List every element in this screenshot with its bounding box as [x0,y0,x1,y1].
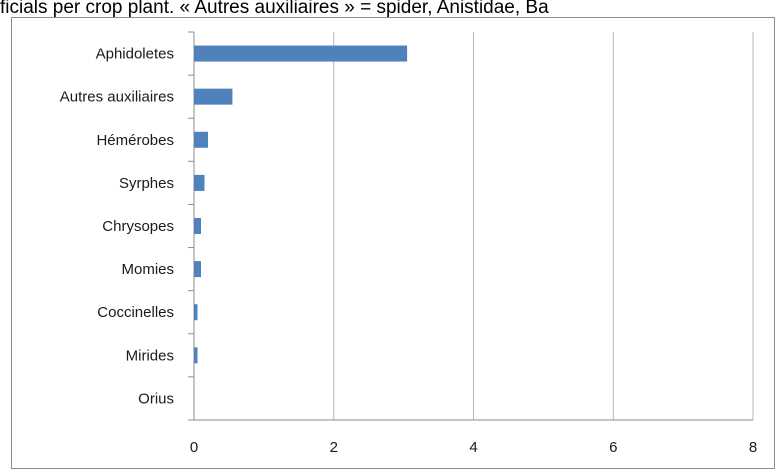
figure-caption: ficials per crop plant. « Autres auxilia… [0,0,549,18]
bar-3 [194,174,205,191]
category-label-0: Aphidoletes [96,46,174,63]
category-label-2: Hémérobes [96,132,174,149]
category-label-5: Momies [121,261,174,278]
category-label-8: Orius [138,390,174,407]
x-tick-label-2: 2 [330,439,338,456]
category-label-7: Mirides [126,347,174,364]
bar-5 [194,261,201,278]
x-tick-label-6: 6 [609,439,617,456]
bar-2 [194,131,208,148]
bar-7 [194,347,198,364]
x-tick-label-0: 0 [190,439,198,456]
category-label-1: Autres auxiliaires [60,89,174,106]
bar-4 [194,218,201,234]
bar-6 [194,304,198,321]
bar-1 [194,88,233,105]
category-label-6: Coccinelles [97,304,174,321]
category-label-3: Syrphes [119,175,174,192]
bar-0 [194,45,408,62]
category-label-4: Chrysopes [102,218,174,235]
x-tick-label-4: 4 [469,439,477,456]
chart-frame [11,17,775,469]
x-tick-label-8: 8 [749,439,757,456]
